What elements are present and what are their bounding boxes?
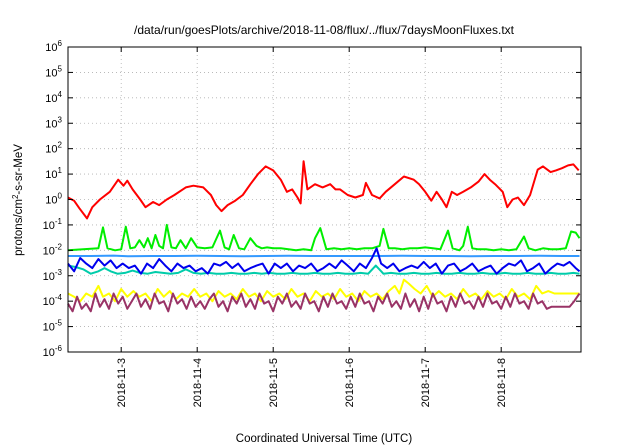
y-tick-label: 10-2 [43,242,63,257]
x-tick-label: 2018-11-6 [344,358,356,407]
series-line-4 [68,254,580,258]
series-line-1 [67,160,580,220]
y-tick-label: 102 [45,141,62,156]
x-tick-label: 2018-11-3 [116,358,128,407]
x-axis-ticks: 2018-11-3 2018-11-4 2018-11-5 2018-11-6 2018… [116,47,508,407]
y-tick-label: 106 [45,39,62,54]
y-tick-label: 10-1 [43,217,63,232]
y-tick-label: 104 [45,90,62,105]
series-line-7 [67,292,581,313]
y-axis-ticks: 10-6 10-5 10-4 10-3 10-2 10-1 100 101 102 103 104 1… [43,39,581,359]
y-tick-label: 10-3 [43,268,63,283]
series-line-2 [67,223,581,252]
y-tick-label: 105 [45,64,62,79]
x-tick-label: 2018-11-4 [192,358,204,407]
grid-lines [68,47,581,352]
y-tick-label: 10-6 [43,344,63,359]
y-tick-label: 100 [45,192,62,207]
series-line-3 [67,264,580,275]
x-axis-label: Coordinated Universal Time (UTC) [236,433,413,445]
y-tick-label: 10-4 [43,293,63,308]
y-tick-label: 10-5 [43,319,63,334]
series-line-5 [67,247,581,275]
x-tick-label: 2018-11-7 [420,358,432,407]
x-tick-label: 2018-11-5 [268,358,280,407]
y-tick-label: 103 [45,115,62,130]
y-axis-label: protons/cm2-s-sr-MeV [11,144,25,256]
series-lines [67,160,581,313]
y-tick-label: 101 [45,166,62,181]
chart-title: /data/run/goesPlots/archive/2018-11-08/f… [134,23,515,37]
x-tick-label: 2018-11-8 [496,358,508,407]
